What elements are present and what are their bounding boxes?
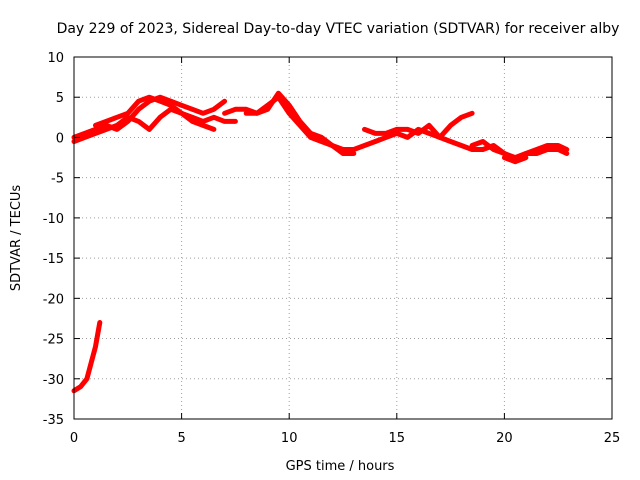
x-axis-label: GPS time / hours xyxy=(286,459,395,474)
series-line-sat-track-4 xyxy=(222,90,378,152)
x-tick-label: 10 xyxy=(281,431,298,446)
y-tick-label: -30 xyxy=(43,373,64,388)
series-line-sat-track-1 xyxy=(71,94,228,140)
y-tick-label: 0 xyxy=(56,131,64,146)
x-tick-label: 0 xyxy=(70,431,78,446)
x-tick-label: 25 xyxy=(604,431,621,446)
y-tick-label: -20 xyxy=(43,292,64,307)
x-tick-label: 15 xyxy=(389,431,406,446)
grid xyxy=(74,57,612,419)
x-tick-label: 5 xyxy=(177,431,185,446)
axis-ticks: 0 5 10 15 20 25 10 5 0 -5 -10 -15 -20 -25 -30 -35 xyxy=(43,51,621,446)
y-axis-label: SDTVAR / TECUs xyxy=(9,185,24,292)
y-tick-label: -25 xyxy=(43,333,64,348)
series-line-sat-track-9 xyxy=(501,143,570,165)
plot-frame xyxy=(73,56,613,420)
series-line-sat-track-2 xyxy=(71,106,217,144)
series-line-sat-track-3 xyxy=(93,94,238,128)
series-line-sat-track-10 xyxy=(71,320,103,394)
y-tick-label: -35 xyxy=(43,413,64,428)
y-tick-label: -15 xyxy=(43,252,64,267)
data-series xyxy=(71,90,570,394)
series-line-sat-track-6 xyxy=(362,110,475,140)
y-tick-label: 5 xyxy=(56,91,64,106)
chart-title: Day 229 of 2023, Sidereal Day-to-day VTE… xyxy=(57,21,620,37)
y-tick-label: 10 xyxy=(47,51,64,66)
x-tick-label: 20 xyxy=(496,431,513,446)
series-line-sat-track-5 xyxy=(243,94,357,156)
y-tick-label: -5 xyxy=(51,172,64,187)
y-tick-label: -10 xyxy=(43,212,64,227)
